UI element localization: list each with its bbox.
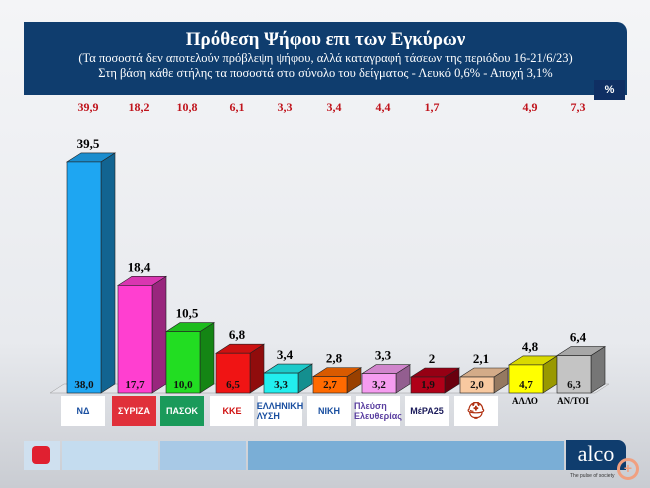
category-label: ΑΛΛΟ: [512, 396, 538, 406]
previous-value-label: 6,1: [230, 100, 245, 114]
chart-title: Πρόθεση Ψήφου επι των Εγκύρων: [185, 29, 466, 50]
bar: [410, 376, 446, 394]
previous-value-label: 10,8: [177, 100, 198, 114]
bar-side: [199, 322, 215, 394]
bar-value-label: 2,1: [473, 351, 489, 366]
bar-inside-label: 6,5: [226, 379, 240, 391]
bar: [361, 373, 397, 394]
category-label: ΑΝ/ΤΟΙ: [557, 396, 589, 406]
bar-chart: 39,5 38,0 39,9 18,4 17,7 18,2 10,5 10,0 10,8 6,8 6…: [49, 100, 610, 394]
party-logo: ΝΙΚΗ: [307, 396, 351, 426]
spartan-helmet-icon: ⛑: [465, 403, 487, 420]
party-logo: ΕΛΛΗΝΙΚΗ ΛΥΣΗ: [257, 396, 303, 426]
bar-inside-label: 6,3: [567, 379, 581, 391]
bar-value-label: 6,8: [229, 327, 246, 342]
previous-value-label: 3,3: [278, 100, 293, 114]
party-logo: ΠΑΣΟΚ: [160, 396, 204, 426]
alpha-news-logo: [24, 441, 60, 470]
bar-value-label: 2,8: [326, 351, 343, 366]
party-logo: ΜέΡΑ25: [405, 396, 449, 426]
bar-inside-label: 3,2: [372, 379, 386, 391]
party-logo: ΚΚΕ: [210, 396, 254, 426]
bar: [508, 364, 544, 394]
previous-value-label: 39,9: [78, 100, 99, 114]
footer-segment: [160, 441, 246, 470]
previous-value-label: 4,9: [523, 100, 538, 114]
footer-segment: [62, 441, 158, 470]
bar-value-label: 2: [429, 351, 436, 366]
bar-inside-label: 2,7: [323, 379, 337, 391]
previous-value-label: 18,2: [129, 100, 150, 114]
subtitle-2: Στη βάση κάθε στήλης τα ποσοστά στο σύνο…: [98, 66, 553, 80]
bar-value-label: 6,4: [570, 330, 587, 345]
bar: [66, 161, 102, 394]
alco-logo: alco: [566, 440, 626, 470]
previous-value-label: 3,4: [327, 100, 342, 114]
bar: [215, 352, 251, 394]
party-logo: ΝΔ: [61, 396, 105, 426]
bar-value-label: 3,3: [375, 348, 392, 363]
party-logo: ⛑: [454, 396, 498, 426]
bar-side: [100, 152, 116, 394]
bar-inside-label: 2,0: [470, 379, 484, 391]
bar-value-label: 18,4: [128, 259, 151, 274]
bar-inside-label: 3,3: [274, 379, 288, 391]
previous-value-label: 4,4: [376, 100, 391, 114]
bar: [263, 372, 299, 394]
party-logo: Πλεύση Ελευθερίας: [354, 396, 402, 426]
chart-header: Πρόθεση Ψήφου επι των Εγκύρων (Τα ποσοστ…: [24, 22, 627, 95]
alco-tagline: The pulse of society: [570, 473, 615, 479]
bar-value-label: 39,5: [77, 136, 100, 151]
bar-value-label: 3,4: [277, 347, 294, 362]
bar-inside-label: 38,0: [74, 379, 94, 391]
previous-value-label: 1,7: [425, 100, 440, 114]
zoom-in-icon[interactable]: +: [617, 458, 639, 480]
bar: [556, 355, 592, 394]
bar: [312, 376, 348, 394]
bar-side: [151, 275, 167, 394]
previous-value-label: 7,3: [571, 100, 586, 114]
bar-inside-label: 10,0: [173, 379, 193, 391]
bar-inside-label: 1,9: [421, 379, 435, 391]
bar: [459, 376, 495, 394]
bar-inside-label: 17,7: [125, 379, 145, 391]
bar-inside-label: 4,7: [519, 379, 533, 391]
footer-segment: [248, 441, 564, 470]
party-logo: ΣΥΡΙΖΑ: [112, 396, 156, 426]
bar-value-label: 4,8: [522, 339, 539, 354]
bar-value-label: 10,5: [176, 306, 199, 321]
bar: [117, 285, 153, 394]
subtitle-1: (Τα ποσοστά δεν αποτελούν πρόβλεψη ψήφου…: [78, 51, 573, 65]
bar: [165, 331, 201, 394]
percent-badge: %: [594, 80, 625, 100]
